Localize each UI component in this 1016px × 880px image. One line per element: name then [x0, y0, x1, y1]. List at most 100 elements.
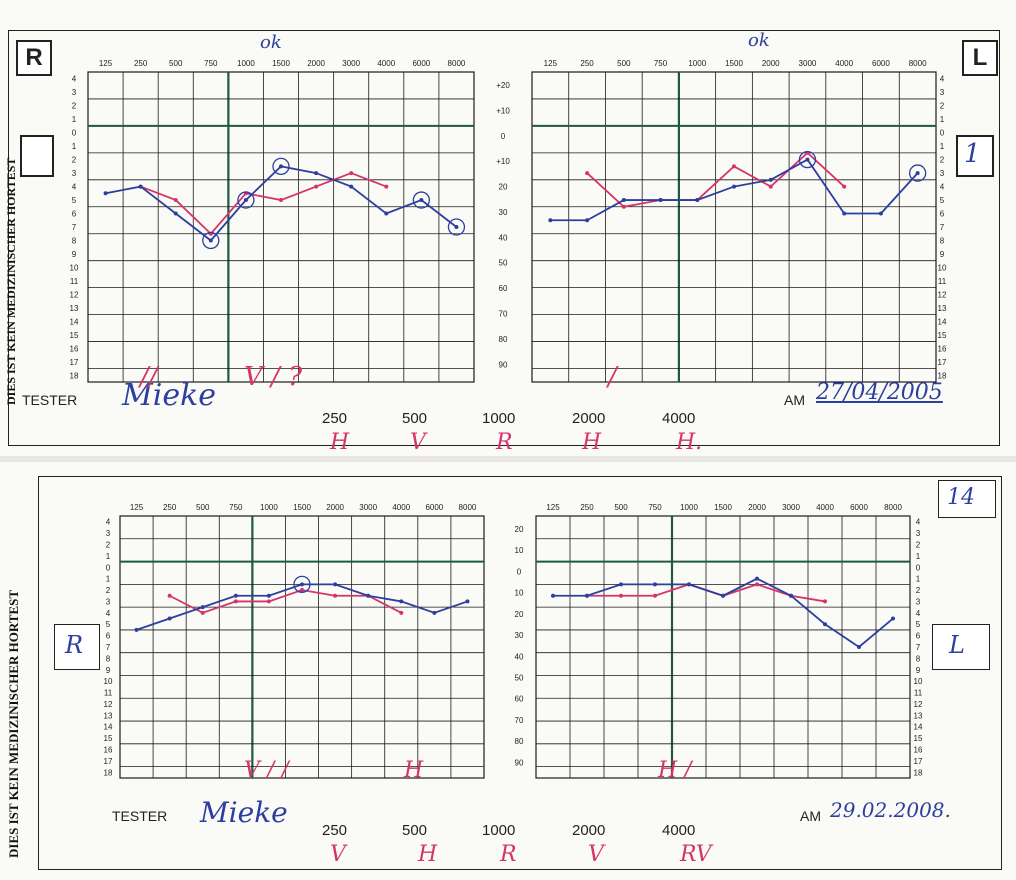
- top-right-red-line: [140, 172, 387, 236]
- top-left-scale-label: 4: [940, 183, 945, 192]
- top-right-freq-label: 6000: [412, 59, 430, 68]
- tally-marks-left-2008: V / /: [244, 758, 289, 783]
- bot-left-blue-point: [687, 582, 691, 587]
- top-left-scale-label: 4: [940, 75, 945, 84]
- top-right-blue-point: [419, 198, 424, 203]
- tally-marks-right-2008: H /: [658, 758, 692, 783]
- bottom-freq-2000: 2000: [572, 410, 606, 427]
- top-db-label: 0: [501, 132, 506, 141]
- test-date-2008: 29.02.2008.: [830, 798, 951, 822]
- top-left-scale-label: 3: [940, 88, 945, 97]
- bot-right-scale-label: 3: [106, 597, 111, 606]
- bot-db-label: 90: [515, 758, 524, 767]
- bot-right-scale-label: 16: [104, 746, 113, 755]
- bot-left-blue-point: [755, 576, 759, 581]
- bot-right-red-point: [333, 593, 338, 598]
- top-right-blue-point: [279, 164, 283, 169]
- top-left-red-point: [621, 204, 626, 209]
- page-number-2008: 14: [947, 485, 975, 510]
- tally-marks-mid: V / ?: [244, 362, 303, 392]
- top-right-scale-label: 2: [72, 156, 77, 165]
- bottom-freq-2000-2008: 2000: [572, 822, 606, 839]
- top-right-scale-label: 15: [70, 331, 79, 340]
- bot-left-freq-label: 6000: [850, 503, 868, 512]
- bot-left-freq-label: 3000: [782, 503, 800, 512]
- bot-right-scale-label: 13: [104, 711, 113, 720]
- top-right-freq-label: 4000: [377, 59, 395, 68]
- ok-mark-left: ok: [748, 30, 770, 51]
- bot-right-scale-label: 2: [106, 586, 111, 595]
- top-right-blue-point: [314, 171, 319, 176]
- bot-left-scale-label: 8: [916, 654, 921, 663]
- top-right-circled-point: [412, 191, 431, 209]
- bot-left-freq-label: 8000: [884, 503, 902, 512]
- bot-right-grid: [119, 515, 485, 779]
- top-left-scale-label: 18: [938, 371, 947, 380]
- bottom-mark-500-2008: H: [418, 842, 438, 867]
- bot-left-scale-label: 4: [916, 609, 921, 618]
- top-left-red-point: [842, 184, 847, 189]
- bot-right-scale-label: 7: [106, 643, 111, 652]
- top-right-blue-point: [138, 184, 143, 189]
- top-left-freq-label: 250: [580, 59, 594, 68]
- top-left-grid: [531, 71, 937, 383]
- bot-db-label: 10: [515, 546, 524, 555]
- top-right-blue-point: [384, 211, 389, 216]
- bot-left-freq-label: 1000: [680, 503, 698, 512]
- top-left-blue-point: [878, 211, 883, 216]
- bot-left-blue-point: [721, 593, 725, 598]
- bottom-freq-4000: 4000: [662, 410, 696, 427]
- bot-left-scale-label: 1: [916, 575, 921, 584]
- top-left-scale-label: 13: [938, 304, 947, 313]
- bot-left-red-point: [823, 599, 827, 604]
- bot-left-scale-label: 5: [916, 620, 921, 629]
- top-left-red-line: [586, 151, 845, 208]
- right-ear-marker-box: R: [16, 40, 52, 76]
- bot-db-label: 30: [515, 631, 524, 640]
- bot-left-scale-label: 4: [916, 518, 921, 527]
- bot-right-scale-label: 0: [106, 563, 111, 572]
- tester-signature: Mieke: [122, 378, 216, 413]
- bot-right-grid-frame: [119, 515, 485, 779]
- top-right-scale-label: 6: [72, 210, 77, 219]
- top-left-blue-point: [915, 171, 920, 176]
- top-left-freq-label: 2000: [762, 59, 780, 68]
- top-right-blue-point: [208, 238, 213, 243]
- bot-right-scale-label: 1: [106, 575, 111, 584]
- bot-left-red-point: [755, 582, 759, 587]
- date-label-2008: AM: [800, 808, 821, 824]
- bot-db-label: 50: [515, 674, 524, 683]
- top-right-freq-label: 125: [99, 59, 113, 68]
- bot-right-scale-label: 3: [106, 529, 111, 538]
- right-ear-label: R: [25, 44, 43, 71]
- top-db-label: +10: [496, 157, 510, 166]
- top-right-red-point: [349, 171, 354, 176]
- tester-label: TESTER: [22, 392, 78, 408]
- bot-right-blue-point: [300, 582, 304, 587]
- top-db-label: 70: [499, 310, 508, 319]
- bot-right-scale-label: 4: [106, 518, 111, 527]
- bot-right-scale-label: 8: [106, 654, 111, 663]
- bot-left-grid: [535, 515, 911, 779]
- top-right-circled-point: [237, 191, 255, 209]
- bot-right-red-line: [169, 589, 402, 614]
- bot-right-blue-point: [333, 582, 338, 587]
- bot-left-blue-point: [619, 582, 623, 587]
- left-ear-box-2008: L: [932, 624, 990, 670]
- left-ear-label-2008: L: [949, 631, 965, 659]
- bot-left-freq-label: 2000: [748, 503, 766, 512]
- bot-right-red-point: [233, 599, 238, 604]
- page-number: 1: [964, 139, 981, 169]
- top-right-scale-label: 5: [72, 196, 77, 205]
- right-ear-label-2008: R: [65, 631, 84, 659]
- bot-right-red-point: [266, 599, 271, 604]
- top-right-scale-label: 16: [70, 344, 79, 353]
- top-right-freq-label: 3000: [342, 59, 360, 68]
- bot-db-label: 20: [515, 525, 524, 534]
- bot-left-freq-label: 750: [648, 503, 662, 512]
- top-left-freq-label: 4000: [835, 59, 853, 68]
- top-left-grid-frame: [531, 71, 937, 383]
- bot-left-scale-label: 9: [916, 666, 921, 675]
- top-db-label: 40: [499, 233, 508, 242]
- bottom-mark-4000: H.: [676, 430, 703, 455]
